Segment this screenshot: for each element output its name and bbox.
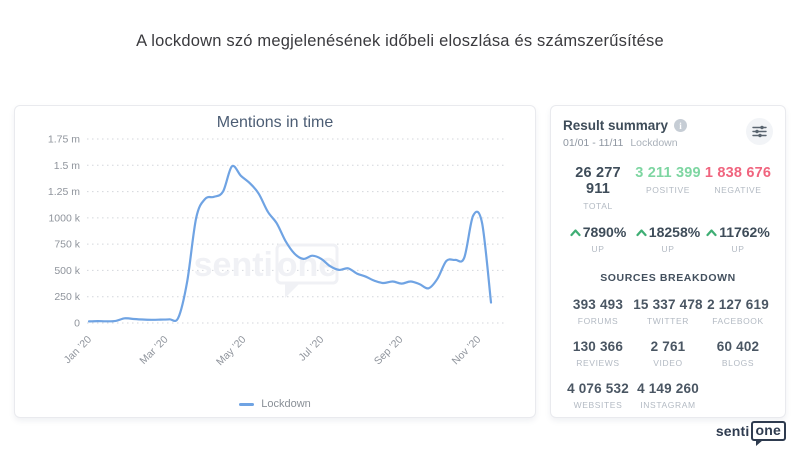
- brand-suffix: one: [755, 422, 781, 438]
- source-forums: 393 493 FORUMS: [572, 297, 624, 326]
- change-positive-value: 18258%: [648, 224, 701, 240]
- svg-text:1000 k: 1000 k: [48, 212, 80, 224]
- total-value: 26 277 911: [575, 165, 621, 197]
- change-negative: 11762% UP: [703, 224, 773, 254]
- chart-title: Mentions in time: [216, 114, 334, 131]
- source-facebook: 2 127 619 FACEBOOK: [707, 297, 769, 326]
- summary-title: Result summary: [563, 118, 669, 133]
- source-blogs: 60 402 BLOGS: [716, 339, 760, 368]
- date-range: 01/01 - 11/11: [563, 137, 624, 149]
- svg-text:500 k: 500 k: [54, 265, 80, 277]
- svg-text:May ’20: May ’20: [214, 334, 249, 369]
- stat-positive: 3 211 399 POSITIVE: [633, 165, 703, 211]
- page-title: A lockdown szó megjelenésének időbeli el…: [136, 32, 664, 50]
- legend-item-lockdown[interactable]: Lockdown: [239, 398, 311, 410]
- sentione-logo: senti one: [715, 421, 786, 446]
- sources-grid: 393 493 FORUMS 15 337 478 TWITTER 2 127 …: [563, 297, 773, 410]
- arrow-up-icon: [570, 228, 581, 236]
- brand-speech-tail: [755, 440, 763, 446]
- change-total-label: UP: [591, 244, 605, 254]
- sources-breakdown-title: SOURCES BREAKDOWN: [600, 272, 736, 284]
- totals-row: 26 277 911 TOTAL 3 211 399 POSITIVE 1 83…: [563, 165, 773, 211]
- svg-text:Jan ’20: Jan ’20: [62, 334, 95, 367]
- svg-text:750 k: 750 k: [54, 239, 80, 251]
- svg-text:250 k: 250 k: [54, 291, 80, 303]
- change-positive: 18258% UP: [633, 224, 703, 254]
- legend-line-swatch: [239, 402, 255, 406]
- positive-value: 3 211 399: [635, 165, 701, 181]
- change-positive-label: UP: [661, 244, 675, 254]
- chart-legend: Lockdown: [15, 398, 535, 410]
- result-summary-panel: Result summary i 01/01 - 11/11 Lockdown: [550, 105, 786, 418]
- negative-value: 1 838 676: [704, 165, 772, 181]
- change-negative-label: UP: [731, 244, 745, 254]
- negative-label: NEGATIVE: [714, 185, 762, 195]
- svg-text:Jul ’20: Jul ’20: [296, 334, 326, 364]
- arrow-up-icon: [706, 228, 717, 236]
- svg-text:senti: senti: [194, 246, 273, 284]
- mentions-chart-card: 0 250 k 500 k 750 k 1000 k 1.25 m 1.5 m 1.75 m s…: [14, 105, 536, 418]
- summary-head-text: Result summary i 01/01 - 11/11 Lockdown: [563, 118, 688, 149]
- svg-text:Sep ’20: Sep ’20: [372, 334, 406, 368]
- svg-text:Nov ’20: Nov ’20: [450, 334, 484, 368]
- stat-negative: 1 838 676 NEGATIVE: [703, 165, 773, 211]
- total-label: TOTAL: [583, 201, 613, 211]
- changes-row: 7890% UP 18258% UP 11762% UP: [563, 224, 773, 254]
- change-total-value: 7890%: [582, 224, 627, 240]
- svg-text:1.5 m: 1.5 m: [54, 160, 81, 172]
- info-icon[interactable]: i: [674, 119, 688, 132]
- svg-text:1.75 m: 1.75 m: [48, 134, 80, 146]
- positive-label: POSITIVE: [645, 185, 690, 195]
- svg-text:1.25 m: 1.25 m: [48, 186, 80, 198]
- stat-total: 26 277 911 TOTAL: [563, 165, 633, 211]
- source-video: 2 761 VIDEO: [650, 339, 686, 368]
- filter-sliders-icon: [752, 125, 767, 138]
- change-negative-value: 11762%: [719, 224, 770, 240]
- svg-text:Mar ’20: Mar ’20: [137, 334, 170, 367]
- change-total: 7890% UP: [563, 224, 633, 254]
- chart-canvas: 0 250 k 500 k 750 k 1000 k 1.25 m 1.5 m 1.75 m s…: [48, 134, 505, 369]
- svg-text:0: 0: [74, 318, 80, 330]
- mentions-line-chart: 0 250 k 500 k 750 k 1000 k 1.25 m 1.5 m 1.75 m s…: [15, 106, 535, 417]
- brand-prefix: senti: [715, 423, 750, 439]
- source-instagram: 4 149 260 INSTAGRAM: [637, 381, 699, 410]
- legend-label: Lockdown: [261, 398, 311, 410]
- source-reviews: 130 366 REVIEWS: [572, 339, 624, 368]
- source-websites: 4 076 532 WEBSITES: [567, 381, 629, 410]
- arrow-up-icon: [636, 228, 647, 236]
- keyword-label: Lockdown: [630, 137, 678, 149]
- source-twitter: 15 337 478 TWITTER: [633, 297, 703, 326]
- filter-button[interactable]: [746, 118, 773, 145]
- brand-suffix-box: one: [750, 421, 786, 446]
